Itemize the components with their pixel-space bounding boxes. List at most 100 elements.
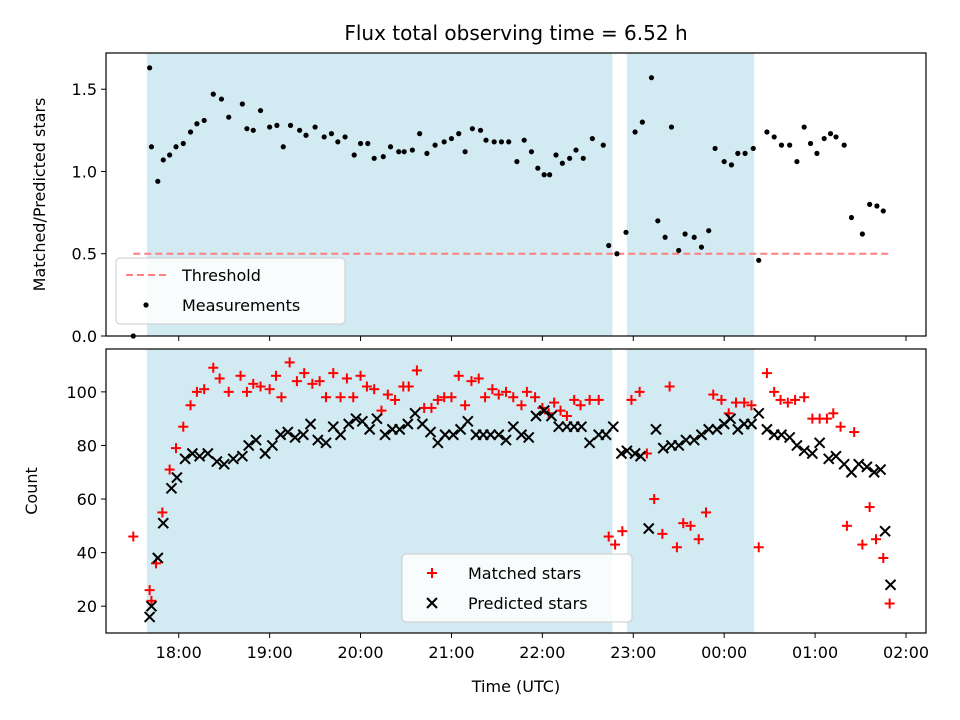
measurement-point [239, 101, 245, 107]
predicted-star-point [297, 429, 309, 441]
bottom-legend: Matched stars Predicted stars [401, 553, 633, 623]
predicted-star-point [753, 407, 765, 420]
matched-star-point [634, 386, 645, 397]
matched-star-point [199, 384, 210, 395]
matched-star-point [871, 534, 881, 545]
measurement-point [218, 96, 225, 102]
measurement-point [573, 147, 579, 153]
bottom-y-axis-label: Count [22, 467, 41, 515]
x-tick-label: 21:00 [428, 643, 474, 662]
measurement-point [180, 140, 186, 147]
measurement-point [787, 142, 793, 148]
measurement-point [682, 231, 688, 237]
measurement-point [201, 117, 207, 124]
legend-measurements-swatch [143, 302, 149, 308]
measurement-point [280, 144, 286, 150]
matched-star-point [799, 392, 810, 403]
matched-star-point [828, 408, 839, 419]
predicted-star-point [724, 412, 737, 425]
measurement-point [167, 152, 173, 158]
measurement-point [351, 152, 357, 158]
matched-star-point [657, 528, 668, 539]
measurement-point [880, 208, 886, 214]
top-legend: Threshold Measurements [115, 257, 346, 325]
legend-predicted-label: Predicted stars [468, 594, 588, 613]
predicted-star-point [236, 450, 249, 462]
predicted-star-point [462, 415, 474, 428]
measurement-point [357, 140, 364, 147]
matched-star-point [508, 392, 519, 403]
matched-star-point [191, 386, 202, 397]
measurement-point [662, 234, 668, 240]
predicted-star-point [157, 517, 169, 529]
predicted-star-point [813, 437, 826, 449]
predicted-star-point [643, 522, 655, 535]
predicted-star-point [243, 439, 255, 452]
predicted-star-point [402, 418, 414, 430]
matched-star-point [403, 381, 414, 392]
matched-star-point [328, 368, 339, 379]
matched-star-point [473, 373, 484, 384]
matched-star-point [521, 386, 532, 397]
predicted-star-point [424, 426, 437, 438]
matched-star-point [460, 400, 471, 411]
matched-star-point [593, 394, 604, 405]
predicted-star-point [823, 453, 835, 465]
matched-star-point [530, 392, 541, 403]
matched-star-point [821, 413, 832, 424]
measurement-point [328, 131, 335, 137]
predicted-star-point [695, 429, 708, 441]
measurement-point [250, 127, 256, 133]
measurement-point [541, 172, 547, 178]
matched-star-point [144, 585, 155, 596]
x-axis-label: Time (UTC) [471, 677, 560, 696]
measurement-point [833, 134, 839, 140]
matched-star-point [446, 392, 457, 403]
measurement-point [244, 126, 250, 132]
matched-star-point [223, 386, 234, 397]
x-tick-label: 02:00 [883, 643, 929, 662]
predicted-star-point [186, 447, 199, 460]
predicted-star-point [304, 418, 317, 430]
matched-star-point [753, 542, 764, 553]
predicted-star-point [615, 447, 628, 460]
matched-star-point [678, 518, 689, 529]
matched-star-point [369, 384, 380, 395]
top-y-axis-label: Matched/Predicted stars [30, 98, 49, 292]
observing-window-2 [626, 53, 755, 336]
matched-star-point [361, 381, 372, 392]
matched-star-point [884, 598, 895, 609]
measurement-point [303, 132, 309, 138]
measurement-point [623, 229, 629, 235]
matched-star-point [390, 394, 401, 405]
matched-star-point [214, 373, 225, 384]
predicted-star-point [523, 431, 535, 444]
y-tick-label: 80 [77, 436, 97, 455]
measurement-point [691, 234, 697, 240]
predicted-star-point [607, 420, 619, 433]
x-tick-label: 18:00 [156, 643, 202, 662]
matched-star-point [480, 392, 491, 403]
predicted-star-point [553, 420, 565, 433]
matched-star-point [569, 394, 580, 405]
matched-star-point [341, 373, 352, 384]
predicted-star-point [371, 412, 383, 425]
predicted-star-point [775, 429, 788, 441]
measurement-point [456, 131, 462, 137]
measurement-point [321, 134, 327, 140]
top-y-ticks: 0.0 0.5 1.0 1.5 [72, 80, 106, 346]
predicted-star-point [179, 453, 191, 465]
matched-star-point [264, 384, 275, 395]
measurement-point [441, 139, 447, 145]
matched-star-point [255, 381, 266, 392]
matched-star-point [584, 394, 595, 405]
matched-star-point [164, 464, 175, 475]
legend-measurements-label: Measurements [182, 296, 300, 315]
measurement-point [194, 121, 200, 127]
measurement-point [335, 139, 341, 145]
matched-star-point [841, 520, 852, 531]
measurement-point [514, 158, 520, 165]
predicted-star-point [745, 418, 758, 430]
predicted-star-point [152, 552, 164, 564]
